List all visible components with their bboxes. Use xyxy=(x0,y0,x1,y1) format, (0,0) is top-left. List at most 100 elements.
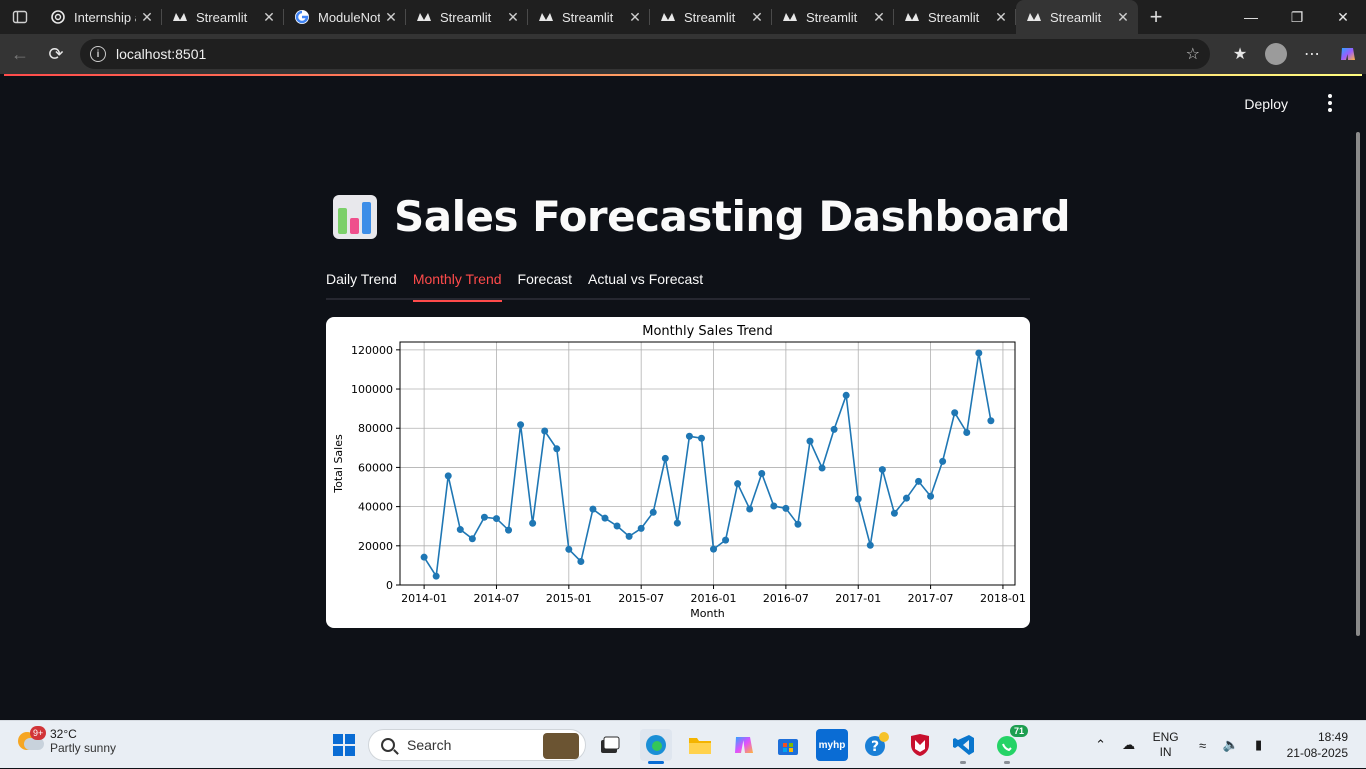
browser-tab[interactable]: Streamlit ✕ xyxy=(772,0,894,34)
site-info-icon[interactable]: i xyxy=(90,46,106,62)
close-tab-icon[interactable]: ✕ xyxy=(629,8,641,25)
y-tick-label: 60000 xyxy=(358,461,393,474)
data-point xyxy=(517,421,525,429)
taskbar: 9+ 32°C Partly sunny Search myhp ? xyxy=(0,720,1366,768)
streamlit-icon xyxy=(1027,13,1041,21)
cloud-sync-icon[interactable]: ☁ xyxy=(1122,737,1136,752)
clock-time: 18:49 xyxy=(1317,730,1348,744)
google-icon xyxy=(295,10,309,24)
data-point xyxy=(794,520,802,528)
browser-tab[interactable]: Streamlit ✕ xyxy=(162,0,284,34)
reload-button[interactable]: ⟳ xyxy=(48,43,64,64)
close-window-button[interactable]: ✕ xyxy=(1337,8,1349,25)
main-menu-button[interactable] xyxy=(1324,94,1336,112)
close-tab-icon[interactable]: ✕ xyxy=(995,8,1007,25)
browser-tab[interactable]: Streamlit ✕ xyxy=(406,0,528,34)
favorite-star-icon[interactable]: ☆ xyxy=(1185,46,1200,63)
x-tick-label: 2017-01 xyxy=(835,592,881,605)
tab-forecast[interactable]: Forecast xyxy=(517,271,572,287)
browser-tab[interactable]: Internship a ✕ xyxy=(40,0,162,34)
scrollbar-thumb[interactable] xyxy=(1356,132,1360,636)
favorites-icon[interactable]: ★ xyxy=(1232,46,1248,63)
data-point xyxy=(613,522,621,530)
x-axis-label: Month xyxy=(690,607,725,620)
back-button[interactable]: ← xyxy=(11,43,29,64)
wifi-icon[interactable]: ≈ xyxy=(1199,737,1207,753)
close-tab-icon[interactable]: ✕ xyxy=(141,8,153,25)
data-point xyxy=(673,519,681,527)
tab-daily-trend[interactable]: Daily Trend xyxy=(326,271,397,287)
openai-icon xyxy=(51,10,65,24)
data-point xyxy=(468,535,476,543)
data-point xyxy=(890,509,898,517)
tab-monthly-trend[interactable]: Monthly Trend xyxy=(412,268,502,302)
avatar xyxy=(1265,43,1287,65)
copilot-app-icon[interactable] xyxy=(728,729,760,761)
close-tab-icon[interactable]: ✕ xyxy=(385,8,397,25)
data-point xyxy=(758,469,766,477)
volume-icon[interactable]: 🔈 xyxy=(1222,737,1239,752)
browser-tab[interactable]: ModuleNot ✕ xyxy=(284,0,406,34)
scrollbar[interactable] xyxy=(1354,132,1362,716)
copilot-icon[interactable] xyxy=(1330,36,1366,72)
language-indicator[interactable]: ENG IN xyxy=(1153,730,1179,760)
edge-browser-icon[interactable] xyxy=(640,729,672,761)
tab-actions-icon xyxy=(12,10,28,24)
y-tick-label: 0 xyxy=(386,579,393,592)
close-tab-icon[interactable]: ✕ xyxy=(751,8,763,25)
myhp-icon[interactable]: myhp xyxy=(816,729,848,761)
help-icon[interactable]: ? xyxy=(860,729,892,761)
minimize-button[interactable]: — xyxy=(1244,9,1258,25)
system-tray: ⌃ ☁ ENG IN ≈ 🔈 ▮ 18:49 21-08-2025 xyxy=(1087,721,1366,769)
file-explorer-icon[interactable] xyxy=(684,729,716,761)
url-text: localhost:8501 xyxy=(116,46,207,62)
data-point xyxy=(782,504,790,512)
data-point xyxy=(577,557,585,565)
y-tick-label: 100000 xyxy=(351,383,393,396)
whatsapp-icon[interactable]: 71 xyxy=(992,725,1028,761)
window-controls: — ❐ ✕ xyxy=(1228,0,1366,34)
show-hidden-icons-chevron-icon[interactable]: ⌃ xyxy=(1095,737,1107,752)
start-button[interactable] xyxy=(328,729,360,761)
vscode-running-indicator xyxy=(960,761,966,764)
browser-tab[interactable]: Streamlit ✕ xyxy=(894,0,1016,34)
data-point xyxy=(685,432,693,440)
more-menu-icon[interactable]: ⋯ xyxy=(1304,46,1320,63)
battery-icon[interactable]: ▮ xyxy=(1255,737,1263,752)
profile-button[interactable] xyxy=(1258,36,1294,72)
data-point xyxy=(902,494,910,502)
tab-actions-button[interactable] xyxy=(0,0,40,34)
data-point xyxy=(480,513,488,521)
data-point xyxy=(432,572,440,580)
close-tab-icon[interactable]: ✕ xyxy=(873,8,885,25)
restore-button[interactable]: ❐ xyxy=(1290,8,1304,25)
tab-title: Streamlit xyxy=(196,9,248,25)
x-tick-label: 2014-01 xyxy=(401,592,447,605)
y-tick-label: 120000 xyxy=(351,344,393,357)
data-point xyxy=(649,508,657,516)
task-view-icon[interactable] xyxy=(594,729,626,761)
clock[interactable]: 18:49 21-08-2025 xyxy=(1287,729,1348,761)
x-tick-label: 2016-07 xyxy=(763,592,809,605)
weather-widget[interactable]: 9+ 32°C Partly sunny xyxy=(18,726,116,755)
streamlit-icon xyxy=(417,13,431,21)
taskbar-search[interactable]: Search xyxy=(368,729,586,761)
address-bar[interactable]: i localhost:8501 ☆ xyxy=(80,39,1210,69)
microsoft-store-icon[interactable] xyxy=(772,729,804,761)
deploy-button[interactable]: Deploy xyxy=(1244,96,1288,112)
data-point xyxy=(939,457,947,465)
vscode-icon[interactable] xyxy=(948,729,980,761)
tab-actual-vs-forecast[interactable]: Actual vs Forecast xyxy=(588,271,704,287)
close-tab-icon[interactable]: ✕ xyxy=(1117,8,1129,25)
streamlit-icon xyxy=(539,13,553,21)
close-tab-icon[interactable]: ✕ xyxy=(507,8,519,25)
data-point xyxy=(987,417,995,425)
close-tab-icon[interactable]: ✕ xyxy=(263,8,275,25)
tab-title: Streamlit xyxy=(684,9,736,25)
browser-tab[interactable]: Streamlit ✕ xyxy=(1016,0,1138,34)
new-tab-button[interactable]: + xyxy=(1149,4,1163,29)
mcafee-icon[interactable] xyxy=(904,729,936,761)
browser-tab[interactable]: Streamlit ✕ xyxy=(650,0,772,34)
browser-tab[interactable]: Streamlit ✕ xyxy=(528,0,650,34)
page-title-row: Sales Forecasting Dashboard xyxy=(332,192,1071,241)
